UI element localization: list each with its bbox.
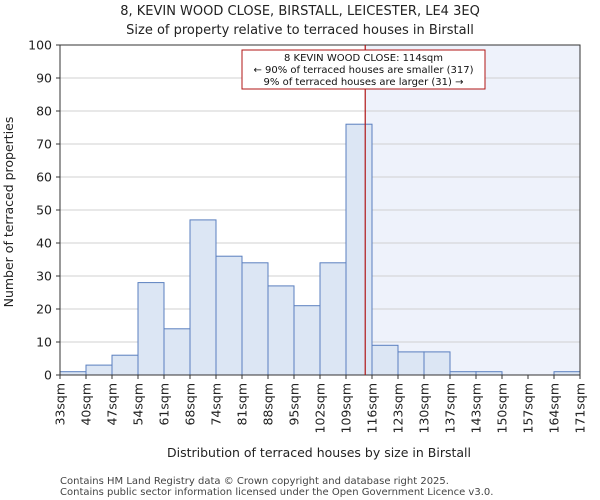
annotation-box xyxy=(241,49,486,90)
y-tick-label: 40 xyxy=(36,236,52,251)
chart-title: 8, KEVIN WOOD CLOSE, BIRSTALL, LEICESTER… xyxy=(120,4,480,19)
y-axis-label: Number of terraced properties xyxy=(1,117,16,308)
bar xyxy=(163,328,191,376)
annotation-larger: 9% of terraced houses are larger (31) → xyxy=(264,77,464,88)
footer-line-1: Contains HM Land Registry data © Crown c… xyxy=(60,476,449,487)
bar xyxy=(189,219,217,376)
bar xyxy=(111,354,139,376)
x-tick-label: 33sqm xyxy=(53,383,68,426)
bar xyxy=(423,351,451,376)
y-tick-label: 30 xyxy=(36,269,52,284)
y-tick-label: 50 xyxy=(36,203,52,218)
x-tick-label: 40sqm xyxy=(79,383,94,426)
x-tick-label: 74sqm xyxy=(209,383,224,426)
y-tick-label: 60 xyxy=(36,170,52,185)
x-tick-label: 61sqm xyxy=(157,383,172,426)
x-tick-label: 130sqm xyxy=(417,383,432,433)
x-tick-label: 47sqm xyxy=(105,383,120,426)
annotation-title: 8 KEVIN WOOD CLOSE: 114sqm xyxy=(284,53,443,64)
bar xyxy=(241,262,269,376)
x-tick-label: 171sqm xyxy=(573,383,588,433)
y-tick-label: 20 xyxy=(36,302,52,317)
x-tick-label: 102sqm xyxy=(313,383,328,433)
x-tick-label: 95sqm xyxy=(287,383,302,426)
y-tick-label: 100 xyxy=(28,38,52,53)
bar xyxy=(85,364,113,376)
x-tick-label: 157sqm xyxy=(521,383,536,433)
x-tick-label: 123sqm xyxy=(391,383,406,433)
x-tick-label: 116sqm xyxy=(365,383,380,433)
footer-line-2: Contains public sector information licen… xyxy=(60,487,493,498)
x-tick-label: 150sqm xyxy=(495,383,510,433)
chart-subtitle: Size of property relative to terraced ho… xyxy=(126,23,474,38)
annotation-smaller: ← 90% of terraced houses are smaller (31… xyxy=(253,65,473,76)
x-tick-label: 88sqm xyxy=(261,383,276,426)
x-tick-label: 81sqm xyxy=(235,383,250,426)
bar xyxy=(215,255,243,376)
x-tick-label: 137sqm xyxy=(443,383,458,433)
x-tick-label: 54sqm xyxy=(131,383,146,426)
bar xyxy=(137,282,165,376)
bar xyxy=(371,344,399,376)
x-tick-label: 109sqm xyxy=(339,383,354,433)
x-tick-label: 68sqm xyxy=(183,383,198,426)
y-tick-label: 90 xyxy=(36,71,52,86)
x-tick-label: 143sqm xyxy=(469,383,484,433)
bar xyxy=(293,305,321,376)
bar xyxy=(319,262,347,376)
y-tick-label: 70 xyxy=(36,137,52,152)
bar xyxy=(397,351,425,376)
x-tick-label: 164sqm xyxy=(547,383,562,433)
bar xyxy=(345,123,373,376)
y-tick-label: 10 xyxy=(36,335,52,350)
bar xyxy=(267,285,295,376)
y-tick-label: 0 xyxy=(44,368,52,383)
y-tick-label: 80 xyxy=(36,104,52,119)
x-axis-label: Distribution of terraced houses by size … xyxy=(167,445,471,460)
